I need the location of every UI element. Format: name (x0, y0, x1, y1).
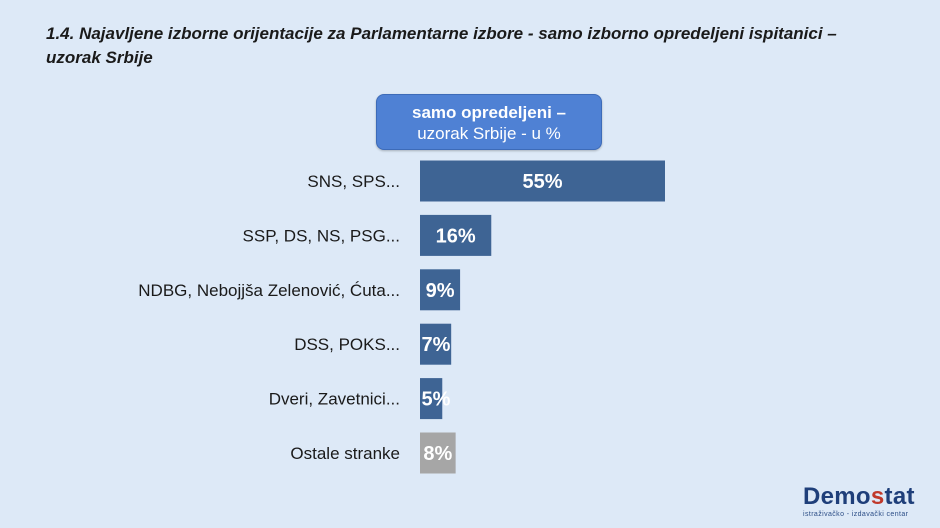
logo-tagline: istraživačko - izdavački centar (803, 511, 909, 518)
bar-4 (420, 378, 443, 420)
category-label-0: SNS, SPS... (307, 172, 400, 191)
chart-title-line1: 1.4. Najavljene izborne orijentacije za … (46, 24, 837, 43)
bar-2 (420, 269, 461, 311)
bar-5 (420, 432, 456, 474)
value-label-0: 55% (522, 171, 562, 193)
bar-1 (420, 214, 492, 256)
series-label-line2: uzorak Srbije - u % (417, 124, 561, 143)
category-label-5: Ostale stranke (290, 444, 400, 463)
chart-title: 1.4. Najavljene izborne orijentacije za … (46, 22, 906, 70)
chart-title-line2: uzorak Srbije (46, 48, 153, 67)
bar-3 (420, 323, 452, 365)
value-label-3: 7% (422, 334, 451, 356)
category-label-2: NDBG, Nebojjša Zelenović, Ćuta... (138, 281, 400, 300)
series-label-box: samo opredeljeni – uzorak Srbije - u % (376, 94, 602, 150)
demostat-logo: Demostat istraživačko - izdavački centar (803, 484, 923, 519)
value-label-5: 8% (423, 443, 452, 465)
category-label-1: SSP, DS, NS, PSG... (243, 226, 400, 245)
category-label-3: DSS, POKS... (294, 335, 400, 354)
value-label-2: 9% (426, 280, 455, 302)
value-label-4: 5% (422, 389, 451, 411)
series-label-line1: samo opredeljeni – (412, 103, 566, 122)
logo-name: Demostat (803, 483, 915, 510)
category-label-4: Dveri, Zavetnici... (269, 390, 400, 409)
bar-0 (420, 160, 665, 202)
value-label-1: 16% (436, 225, 476, 247)
